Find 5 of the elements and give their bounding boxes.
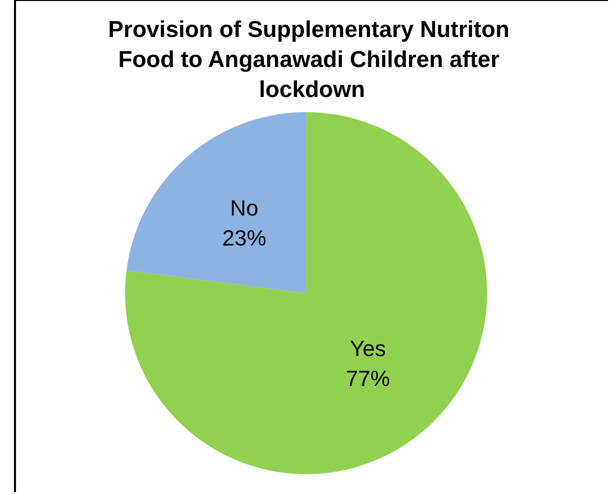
slice-label: Yes <box>350 336 386 361</box>
data-label: 23% <box>222 226 266 251</box>
chart-title: Provision of Supplementary Nutriton Food to Anganawadi Children after lockdown <box>108 16 516 102</box>
data-label: 77% <box>346 366 390 391</box>
slice-label: No <box>230 196 258 221</box>
